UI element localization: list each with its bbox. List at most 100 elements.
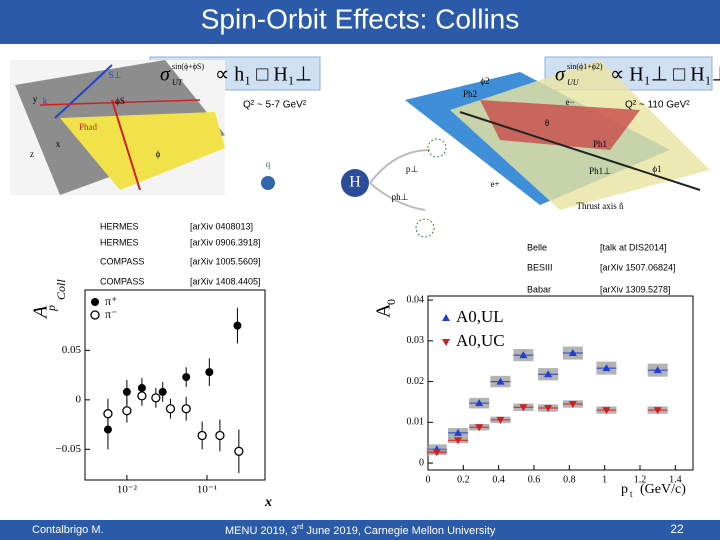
x-tick-label: 10⁻²: [117, 484, 138, 496]
arrow: [111, 99, 141, 191]
x-axis-label-unit: (GeV/c): [640, 482, 686, 497]
point: [519, 404, 528, 412]
quark-icon: [261, 176, 275, 190]
title: Spin-Orbit Effects: Collins: [201, 3, 520, 34]
content: σ sin(ϕ+ϕS)UT ∝ h₁ □ H₁⊥ σ sin(ϕ1+ϕ2)UU ∝ H₁⊥…: [30, 62, 720, 510]
fragmentation-icon: [261, 138, 447, 238]
formula-sub: UU: [567, 78, 580, 87]
point: [233, 321, 242, 330]
point: [205, 368, 214, 377]
y-tick-label: −0.05: [56, 443, 82, 455]
diagram-label: ϕ1: [652, 164, 661, 174]
diagram-label: x: [56, 139, 61, 149]
experiment-ref: [arXiv 1309.5278]: [600, 284, 671, 294]
point: [432, 449, 441, 457]
footer-bar: [0, 520, 720, 540]
chart: 00.010.020.030.040 0.2 0.4 0.6 0.8 1 1.2 1.4A0p…: [373, 294, 694, 499]
y-axis-label-sub: 0: [384, 299, 398, 305]
point: [234, 446, 244, 456]
q2-label: Q² ~ 110 GeV²: [625, 100, 690, 111]
thrust-axis: [459, 111, 701, 191]
point: [158, 387, 167, 396]
point: [165, 404, 176, 414]
experiment-name: COMPASS: [100, 276, 144, 286]
x-tick-label: 0: [426, 474, 431, 485]
event-sup: rd: [297, 524, 303, 531]
experiment-ref: [arXiv 0408013]: [190, 221, 253, 231]
experiment-ref: [arXiv 1507.06824]: [600, 262, 676, 272]
sidis-diagram: [10, 60, 225, 195]
point: [215, 430, 225, 441]
diagram-label: S⊥: [109, 70, 122, 80]
diagram-label: H: [349, 174, 361, 191]
experiment-name: COMPASS: [100, 256, 144, 266]
footer-author: Contalbrigo M.: [32, 524, 104, 536]
hadron-icon: [415, 218, 435, 238]
point: [602, 407, 611, 415]
experiment-name: Babar: [527, 284, 551, 294]
event-pre: MENU 2019, 3: [225, 525, 297, 537]
experiment-name: HERMES: [100, 221, 139, 231]
y-tick-label: 0.03: [407, 335, 425, 346]
diagram-label: p⊥: [406, 164, 419, 174]
point: [475, 399, 484, 407]
formula-sup: sin(ϕ+ϕS): [172, 62, 204, 71]
point: [103, 425, 112, 434]
chart: 0.05 0 −0.05 10⁻² 10⁻¹ Ap Coll x π⁺π⁻: [30, 279, 272, 511]
point: [182, 373, 191, 382]
diagram-label: z: [30, 149, 34, 159]
point: [197, 430, 207, 441]
diagram-label: θ: [545, 118, 549, 128]
diagram-label: ph⊥: [392, 192, 409, 202]
y-tick-label: 0: [419, 457, 424, 468]
diagram-label: e−: [565, 97, 574, 107]
footer-event: MENU 2019, 3rd June 2019, Carnegie Mello…: [225, 524, 496, 537]
formula-sub: UT: [172, 78, 183, 87]
experiment-name: HERMES: [100, 237, 139, 247]
point: [454, 437, 463, 445]
y-axis-label-sub: Coll: [54, 279, 68, 300]
epem-diagram: [405, 60, 710, 210]
point: [496, 416, 505, 424]
y-tick-label: 0.05: [62, 344, 82, 356]
hadron-plane: [60, 112, 225, 190]
point: [151, 393, 161, 403]
experiment-ref: [arXiv 1408.4405]: [190, 276, 261, 286]
point: [568, 400, 577, 408]
q2-label: Q² ~ 5-7 GeV²: [243, 100, 307, 111]
y-tick-label: 0: [76, 393, 82, 405]
legend-marker: [442, 314, 450, 321]
y-axis-label: A: [373, 303, 395, 318]
point: [122, 387, 131, 396]
formula-rest: ∝ h₁ □ H₁⊥: [215, 64, 312, 86]
y-tick-label: 0.04: [407, 294, 425, 305]
legend-label: A0,UL: [456, 307, 504, 326]
diagram-label: ϕS: [115, 96, 125, 106]
diagram-label: y: [33, 94, 38, 104]
plot-frame: [84, 289, 266, 481]
experiment-ref: [arXiv 0906.3918]: [190, 237, 261, 247]
x-tick-label: 0.6: [528, 474, 541, 485]
x-tick-label: 10⁻¹: [197, 484, 217, 496]
point: [653, 407, 662, 415]
diagram-label: Ph1⊥: [589, 166, 611, 176]
point: [519, 351, 528, 359]
point: [454, 428, 463, 436]
point: [544, 370, 553, 378]
point: [122, 406, 132, 416]
point: [653, 366, 662, 374]
point: [137, 391, 147, 401]
x-tick-label: 0.4: [492, 474, 505, 485]
x-tick-label: 1: [602, 474, 607, 485]
x-axis-label: x: [264, 495, 272, 510]
arrow: [369, 149, 431, 211]
y-tick-label: 0.01: [407, 417, 425, 428]
x-axis-label-sub: t: [630, 489, 633, 499]
point: [181, 404, 191, 414]
arrow: [54, 64, 113, 119]
x-tick-label: 0.8: [563, 474, 576, 485]
legend-marker: [91, 298, 99, 306]
diagram-label: Phad: [79, 122, 98, 132]
diagram-label: q: [266, 159, 271, 169]
